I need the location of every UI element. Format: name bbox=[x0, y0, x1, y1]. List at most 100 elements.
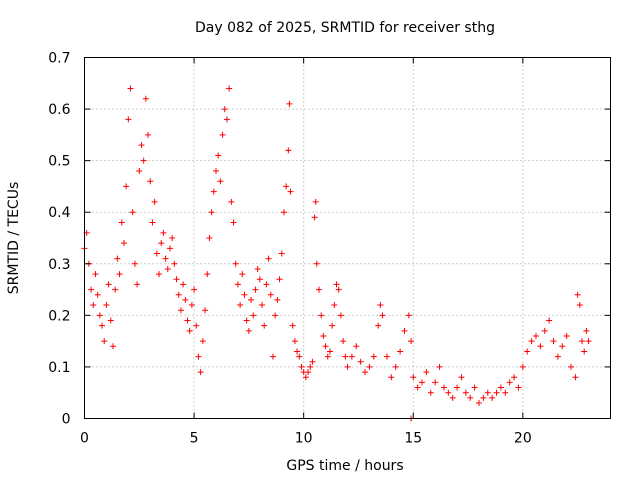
chart-title: Day 082 of 2025, SRMTID for receiver sth… bbox=[195, 20, 495, 36]
data-points bbox=[81, 85, 592, 422]
data-point bbox=[419, 379, 426, 386]
data-point bbox=[493, 389, 500, 396]
data-point bbox=[208, 209, 215, 216]
data-point bbox=[151, 198, 158, 205]
y-tick-label: 0.3 bbox=[48, 257, 70, 273]
data-point bbox=[177, 307, 184, 314]
data-point bbox=[484, 389, 491, 396]
data-point bbox=[136, 167, 143, 174]
data-point bbox=[101, 338, 108, 345]
data-point bbox=[329, 322, 336, 329]
data-point bbox=[112, 286, 119, 293]
data-point bbox=[223, 116, 230, 123]
data-point bbox=[193, 322, 200, 329]
data-point bbox=[337, 312, 344, 319]
data-point bbox=[322, 343, 329, 350]
data-point bbox=[245, 327, 252, 334]
data-point bbox=[149, 219, 156, 226]
data-point bbox=[188, 302, 195, 309]
data-point bbox=[401, 327, 408, 334]
data-point bbox=[140, 157, 147, 164]
data-point bbox=[541, 327, 548, 334]
data-point bbox=[147, 178, 154, 185]
data-point bbox=[342, 353, 349, 360]
data-point bbox=[445, 389, 452, 396]
data-point bbox=[291, 338, 298, 345]
data-point bbox=[388, 374, 395, 381]
data-point bbox=[379, 312, 386, 319]
data-point bbox=[312, 198, 319, 205]
data-point bbox=[180, 281, 187, 288]
data-point bbox=[232, 260, 239, 267]
data-point bbox=[217, 178, 224, 185]
data-point bbox=[316, 286, 323, 293]
data-point bbox=[550, 338, 557, 345]
data-point bbox=[221, 106, 228, 113]
data-point bbox=[105, 281, 112, 288]
y-tick-label: 0.5 bbox=[48, 154, 70, 170]
data-point bbox=[532, 332, 539, 339]
data-point bbox=[237, 302, 244, 309]
data-point bbox=[519, 363, 526, 370]
data-point bbox=[199, 338, 206, 345]
data-point bbox=[226, 85, 233, 92]
data-point bbox=[583, 327, 590, 334]
data-point bbox=[286, 100, 293, 107]
data-point bbox=[502, 389, 509, 396]
data-point bbox=[261, 322, 268, 329]
data-point bbox=[274, 296, 281, 303]
data-point bbox=[129, 209, 136, 216]
data-point bbox=[215, 152, 222, 159]
data-point bbox=[162, 255, 169, 262]
x-tick-label: 0 bbox=[80, 431, 89, 447]
data-point bbox=[353, 343, 360, 350]
data-point bbox=[572, 374, 579, 381]
data-point bbox=[239, 271, 246, 278]
data-point bbox=[272, 312, 279, 319]
data-point bbox=[197, 369, 204, 376]
data-point bbox=[366, 363, 373, 370]
x-axis-label: GPS time / hours bbox=[286, 458, 403, 474]
data-point bbox=[524, 348, 531, 355]
data-point bbox=[269, 353, 276, 360]
data-point bbox=[309, 358, 316, 365]
data-point bbox=[116, 271, 123, 278]
data-point bbox=[219, 131, 226, 138]
data-point bbox=[432, 379, 439, 386]
data-point bbox=[296, 353, 303, 360]
data-point bbox=[423, 369, 430, 376]
data-point bbox=[408, 338, 415, 345]
data-point bbox=[171, 260, 178, 267]
data-point bbox=[96, 312, 103, 319]
data-point bbox=[92, 271, 99, 278]
data-point bbox=[156, 271, 163, 278]
data-point bbox=[375, 322, 382, 329]
data-point bbox=[335, 286, 342, 293]
data-point bbox=[254, 265, 261, 272]
data-point bbox=[294, 348, 301, 355]
data-point bbox=[357, 358, 364, 365]
data-point bbox=[348, 353, 355, 360]
data-point bbox=[169, 235, 176, 241]
y-axis-label: SRMTID / TECUs bbox=[6, 182, 22, 295]
data-point bbox=[210, 188, 217, 195]
data-point bbox=[125, 116, 132, 123]
data-point bbox=[267, 291, 274, 298]
data-point bbox=[134, 281, 141, 288]
data-point bbox=[311, 214, 318, 221]
data-point bbox=[182, 296, 189, 303]
data-point bbox=[427, 389, 434, 396]
data-point bbox=[318, 312, 325, 319]
data-point bbox=[454, 384, 461, 391]
data-point bbox=[287, 188, 294, 195]
data-point bbox=[228, 198, 235, 205]
data-point bbox=[410, 374, 417, 381]
data-point bbox=[88, 286, 95, 293]
data-point bbox=[476, 400, 482, 407]
data-point bbox=[263, 281, 270, 288]
y-tick-label: 0 bbox=[62, 412, 71, 428]
data-point bbox=[230, 219, 237, 226]
data-point bbox=[574, 291, 581, 298]
data-point bbox=[326, 348, 333, 355]
data-point bbox=[145, 131, 152, 138]
